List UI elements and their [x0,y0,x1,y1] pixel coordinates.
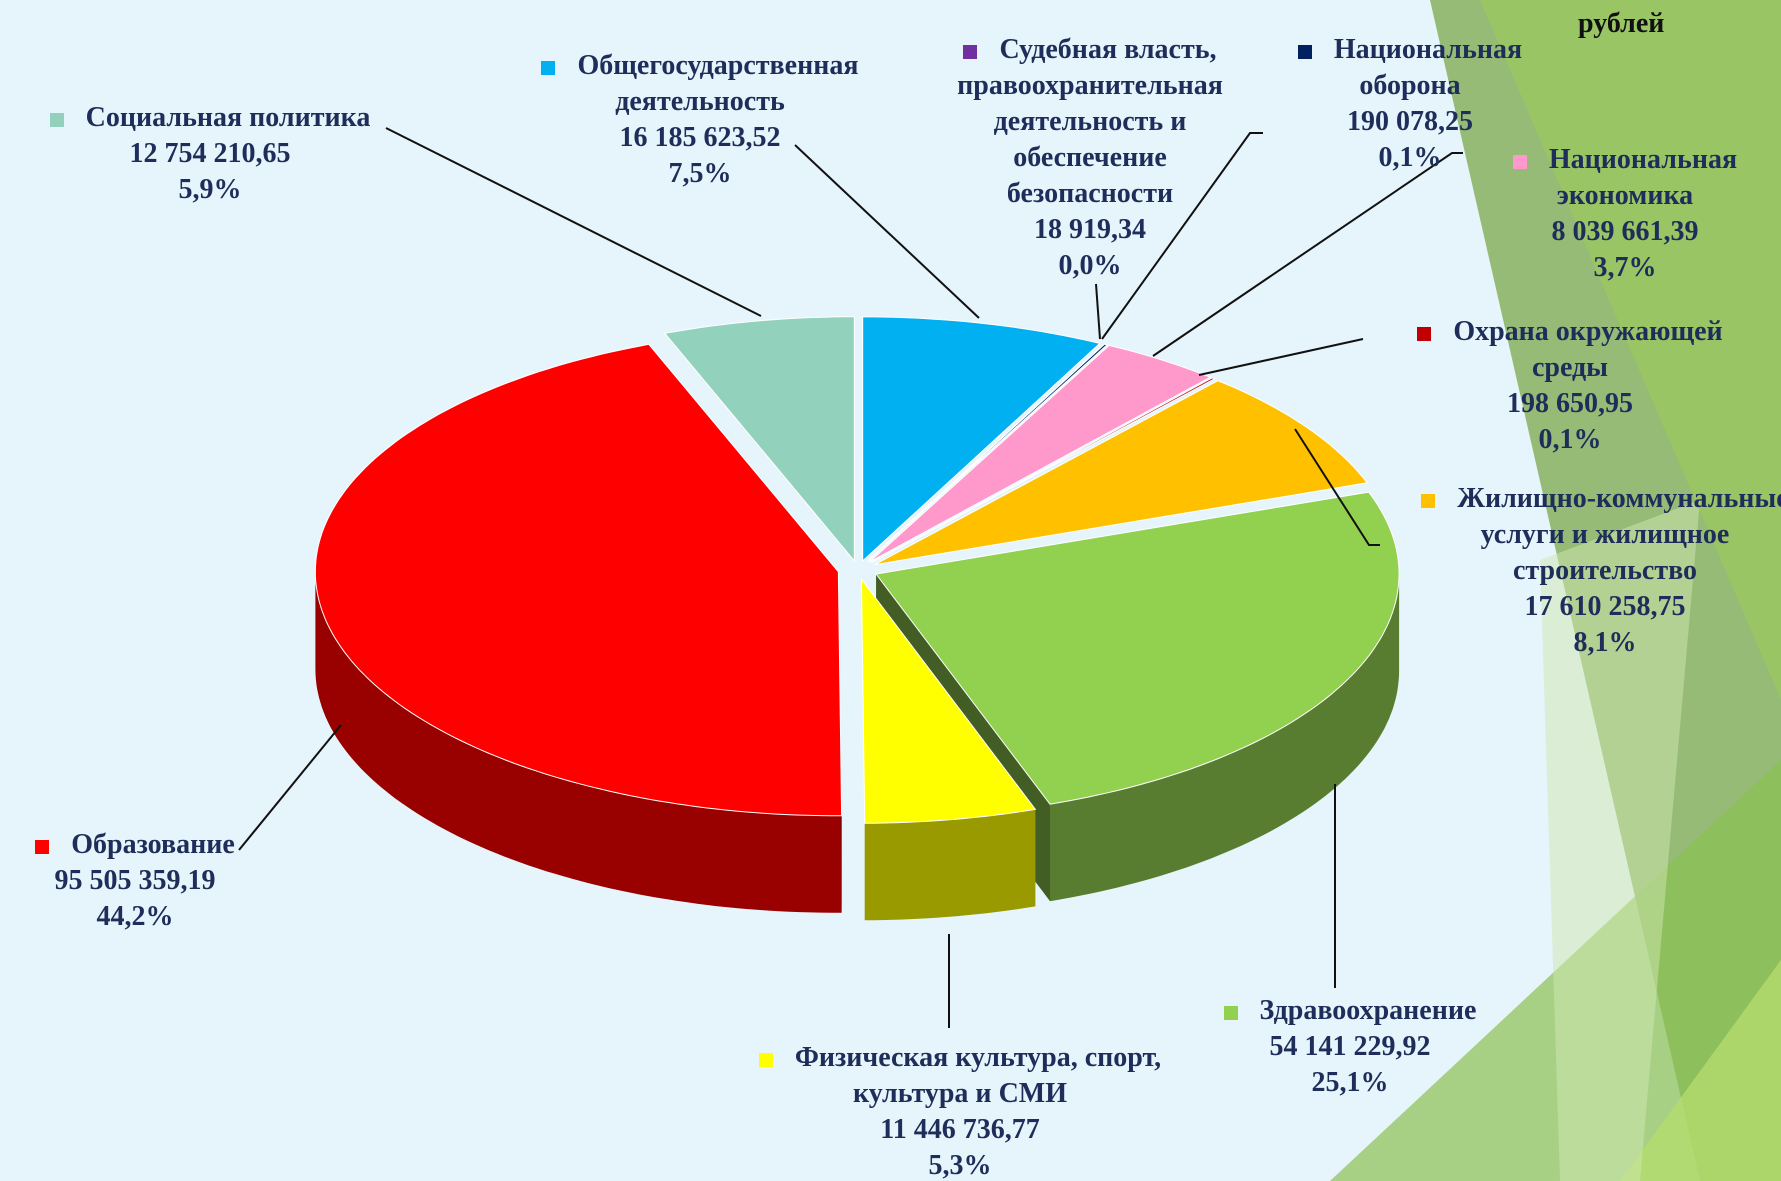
legend-swatch [1223,1005,1238,1020]
label-name-row: Охрана окружающей среды [1380,314,1760,386]
leader-line [1152,152,1463,357]
label-name-row: Социальная политика [20,100,400,136]
slice-side [864,809,1036,921]
legend-swatch [1421,493,1436,508]
value-label: 11 446 736,77 [880,1114,1040,1145]
legend-swatch [541,60,556,75]
category-name: Образование [71,829,235,860]
pie [314,316,1400,921]
leader-line [1198,338,1364,376]
value-label: 16 185 623,52 [619,122,781,153]
label-name-row: Судебная власть, правоохранительная деят… [930,32,1250,212]
percent-label: 0,0% [1058,250,1122,281]
unit-label: рублей [1578,8,1665,39]
value-label: 17 610 258,75 [1524,591,1686,622]
slice [314,343,843,817]
data-label: Охрана окружающей среды 198 650,95 0,1% [1380,314,1760,458]
value-label: 54 141 229,92 [1269,1031,1431,1062]
leader-line [238,724,342,851]
percent-label: 7,5% [668,158,732,189]
data-label: Национальная оборона 190 078,25 0,1% [1290,32,1530,176]
decoration [1480,0,1781,700]
category-name: Жилищно-коммунальные услуги и жилищное с… [1457,483,1781,586]
slice [870,377,1216,564]
percent-label: 0,1% [1538,424,1602,455]
slice [862,316,1101,562]
data-label: Общегосударственная деятельность 16 185 6… [530,48,870,192]
label-name-row: Жилищно-коммунальные услуги и жилищное с… [1420,481,1781,589]
percent-label: 5,9% [178,174,242,205]
data-label: Образование 95 505 359,19 44,2% [10,827,260,935]
category-name: Общегосударственная деятельность [577,50,859,117]
data-label: Физическая культура, спорт, культура и С… [740,1040,1180,1181]
value-label: 190 078,25 [1347,106,1473,137]
category-name: Национальная оборона [1333,34,1523,101]
data-label: Здравоохранение 54 141 229,92 25,1% [1200,993,1500,1101]
category-name: Судебная власть, правоохранительная деят… [957,34,1223,209]
data-label: Судебная власть, правоохранительная деят… [930,32,1250,284]
value-label: 95 505 359,19 [54,865,216,896]
legend-swatch [35,839,50,854]
leader-line [1101,132,1263,340]
slice-side [315,571,842,913]
leader-line [794,144,980,319]
leader-line [1294,428,1380,546]
category-name: Социальная политика [85,102,371,133]
percent-label: 5,3% [928,1150,992,1181]
category-name: Здравоохранение [1259,995,1477,1026]
percent-label: 44,2% [96,901,174,932]
percent-label: 3,7% [1593,252,1657,283]
label-name-row: Физическая культура, спорт, культура и С… [740,1040,1180,1112]
legend-swatch [1297,44,1312,59]
legend-swatch [1417,326,1432,341]
category-name: Национальная экономика [1548,144,1738,211]
slice [874,380,1369,566]
percent-label: 0,1% [1378,142,1442,173]
slice-side [1050,574,1400,902]
label-name-row: Образование [10,827,260,863]
legend-swatch [1512,154,1527,169]
value-label: 198 650,95 [1507,388,1633,419]
label-name-row: Здравоохранение [1200,993,1500,1029]
decoration [1540,500,1700,1181]
legend-swatch [758,1052,773,1067]
slice [866,343,1109,563]
leader-line [1095,283,1101,340]
label-name-row: Общегосударственная деятельность [530,48,870,120]
legend-swatch [963,44,978,59]
value-label: 12 754 210,65 [129,138,291,169]
slice [875,491,1400,805]
slice [868,344,1212,563]
value-label: 18 919,34 [1034,214,1146,245]
data-label: Национальная экономика 8 039 661,39 3,7% [1490,142,1760,286]
legend-swatch [49,112,64,127]
percent-label: 25,1% [1311,1067,1389,1098]
slice [663,316,855,563]
label-name-row: Национальная экономика [1490,142,1760,214]
category-name: Охрана окружающей среды [1453,316,1723,383]
slice [860,577,1037,824]
label-name-row: Национальная оборона [1290,32,1530,104]
category-name: Физическая культура, спорт, культура и С… [794,1042,1162,1109]
leader-line [385,127,762,317]
data-label: Жилищно-коммунальные услуги и жилищное с… [1420,481,1781,661]
decoration [1620,960,1781,1181]
data-label: Социальная политика 12 754 210,65 5,9% [20,100,400,208]
percent-label: 8,1% [1573,627,1637,658]
value-label: 8 039 661,39 [1551,216,1699,247]
